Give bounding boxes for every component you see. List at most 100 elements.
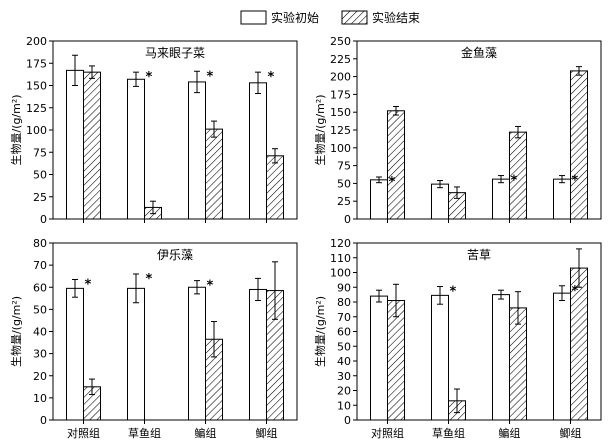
error-bar-initial-2 bbox=[194, 70, 200, 94]
error-bar-final-2 bbox=[211, 120, 217, 138]
bar-final-0 bbox=[387, 300, 405, 421]
bar-initial-2 bbox=[492, 294, 510, 421]
panel-yile: * * * 0 10 20 30 40 50 60 70 80 对照组 草鱼组 鳊组 鲫组 伊乐藻生物量/(g/… bbox=[9, 237, 298, 440]
x-tick-label: 对照组 bbox=[67, 426, 100, 440]
y-tick-label: 80 bbox=[337, 296, 351, 309]
error-bar-initial-2 bbox=[498, 289, 504, 300]
y-axis-label: 生物量/(g/m²) bbox=[9, 94, 23, 165]
bar-final-3 bbox=[266, 155, 284, 220]
bar-initial-1 bbox=[431, 183, 449, 220]
significance-star: * bbox=[146, 272, 153, 287]
error-bar-final-2 bbox=[211, 321, 217, 358]
error-bar-initial-3 bbox=[559, 285, 565, 302]
chart-panels: * * *0255075100125150175200马来眼子菜生物量/(g/m²)… bbox=[9, 35, 602, 440]
error-bar-final-3 bbox=[576, 66, 582, 76]
bar-initial-3 bbox=[553, 178, 571, 220]
bar-initial-1 bbox=[431, 294, 449, 421]
bar-initial-1 bbox=[127, 78, 145, 220]
y-tick-label: 40 bbox=[33, 326, 47, 339]
error-bar-final-1 bbox=[454, 388, 460, 414]
x-tick-label: 鲫组 bbox=[256, 426, 278, 440]
y-axis-label: 生物量/(g/m²) bbox=[313, 94, 327, 165]
y-tick-label: 100 bbox=[26, 124, 47, 137]
x-tick-label: 草鱼组 bbox=[432, 426, 465, 440]
x-tick-label: 鳊组 bbox=[499, 426, 521, 440]
bar-final-0 bbox=[387, 110, 405, 220]
panel-jinyu: ***0255075100125150175200225250金鱼藻生物量/(g… bbox=[313, 35, 602, 226]
error-bar-initial-1 bbox=[437, 180, 443, 189]
error-bar-final-2 bbox=[515, 125, 521, 139]
error-bar-final-3 bbox=[272, 261, 278, 320]
bar-initial-2 bbox=[492, 178, 510, 220]
y-tick-label: 40 bbox=[337, 355, 351, 368]
y-tick-label: 110 bbox=[330, 252, 351, 265]
panel-title: 苦草 bbox=[467, 248, 491, 262]
bar-final-2 bbox=[205, 128, 223, 220]
y-tick-label: 75 bbox=[337, 160, 351, 173]
y-tick-label: 60 bbox=[33, 281, 47, 294]
error-bar-initial-1 bbox=[133, 71, 139, 87]
y-tick-label: 250 bbox=[330, 35, 351, 48]
y-tick-label: 50 bbox=[33, 169, 47, 182]
bar-final-3 bbox=[570, 267, 588, 421]
y-tick-label: 150 bbox=[26, 80, 47, 93]
bar-final-2 bbox=[509, 131, 527, 220]
error-bar-final-1 bbox=[454, 186, 460, 199]
error-bar-initial-0 bbox=[72, 54, 78, 86]
y-tick-label: 70 bbox=[33, 259, 47, 272]
panel-title: 金鱼藻 bbox=[461, 45, 497, 60]
x-tick-label: 草鱼组 bbox=[128, 426, 161, 440]
x-tick-label: 对照组 bbox=[371, 426, 404, 440]
y-tick-label: 70 bbox=[337, 311, 351, 324]
bar-initial-3 bbox=[249, 288, 267, 421]
error-bar-final-3 bbox=[576, 248, 582, 288]
bar-final-2 bbox=[509, 307, 527, 421]
x-tick-label: 鲫组 bbox=[560, 426, 582, 440]
error-bar-final-0 bbox=[89, 378, 95, 396]
significance-star: * bbox=[85, 278, 92, 293]
y-tick-label: 100 bbox=[330, 267, 351, 280]
y-axis-label: 生物量/(g/m²) bbox=[313, 296, 327, 367]
significance-star: * bbox=[268, 70, 275, 85]
y-tick-label: 50 bbox=[33, 303, 47, 316]
y-tick-label: 50 bbox=[337, 340, 351, 353]
bar-initial-3 bbox=[553, 292, 571, 421]
y-tick-label: 30 bbox=[337, 370, 351, 383]
y-tick-label: 10 bbox=[337, 399, 351, 412]
y-tick-label: 175 bbox=[26, 57, 47, 70]
y-tick-label: 50 bbox=[337, 177, 351, 190]
legend-swatch-final bbox=[341, 10, 368, 25]
error-bar-initial-3 bbox=[255, 71, 261, 95]
y-tick-label: 120 bbox=[330, 237, 351, 250]
legend-label-final: 实验结束 bbox=[372, 10, 420, 25]
legend-swatch-initial bbox=[240, 10, 267, 25]
y-tick-label: 25 bbox=[33, 191, 47, 204]
y-tick-label: 60 bbox=[337, 326, 351, 339]
y-tick-label: 0 bbox=[344, 213, 351, 226]
error-bar-final-0 bbox=[393, 283, 399, 318]
y-tick-label: 30 bbox=[33, 348, 47, 361]
y-tick-label: 225 bbox=[330, 53, 351, 66]
y-tick-label: 90 bbox=[337, 281, 351, 294]
bar-initial-0 bbox=[66, 287, 84, 421]
bar-initial-1 bbox=[127, 287, 145, 421]
panel-title: 马来眼子菜 bbox=[145, 46, 205, 60]
y-axis-label: 生物量/(g/m²) bbox=[9, 296, 23, 367]
error-bar-initial-2 bbox=[498, 175, 504, 184]
bar-initial-3 bbox=[249, 82, 267, 220]
y-tick-label: 125 bbox=[330, 124, 351, 137]
y-tick-label: 20 bbox=[33, 370, 47, 383]
error-bar-initial-3 bbox=[559, 175, 565, 184]
error-bar-initial-0 bbox=[376, 176, 382, 184]
bar-initial-0 bbox=[370, 179, 388, 220]
y-tick-label: 200 bbox=[330, 71, 351, 84]
y-tick-label: 20 bbox=[337, 385, 351, 398]
legend: 实验初始 实验结束 bbox=[240, 10, 420, 25]
significance-star: * bbox=[207, 279, 214, 294]
error-bar-initial-3 bbox=[255, 277, 261, 302]
error-bar-initial-1 bbox=[133, 273, 139, 304]
y-tick-label: 0 bbox=[40, 213, 47, 226]
legend-label-initial: 实验初始 bbox=[271, 10, 319, 25]
y-tick-label: 200 bbox=[26, 35, 47, 48]
